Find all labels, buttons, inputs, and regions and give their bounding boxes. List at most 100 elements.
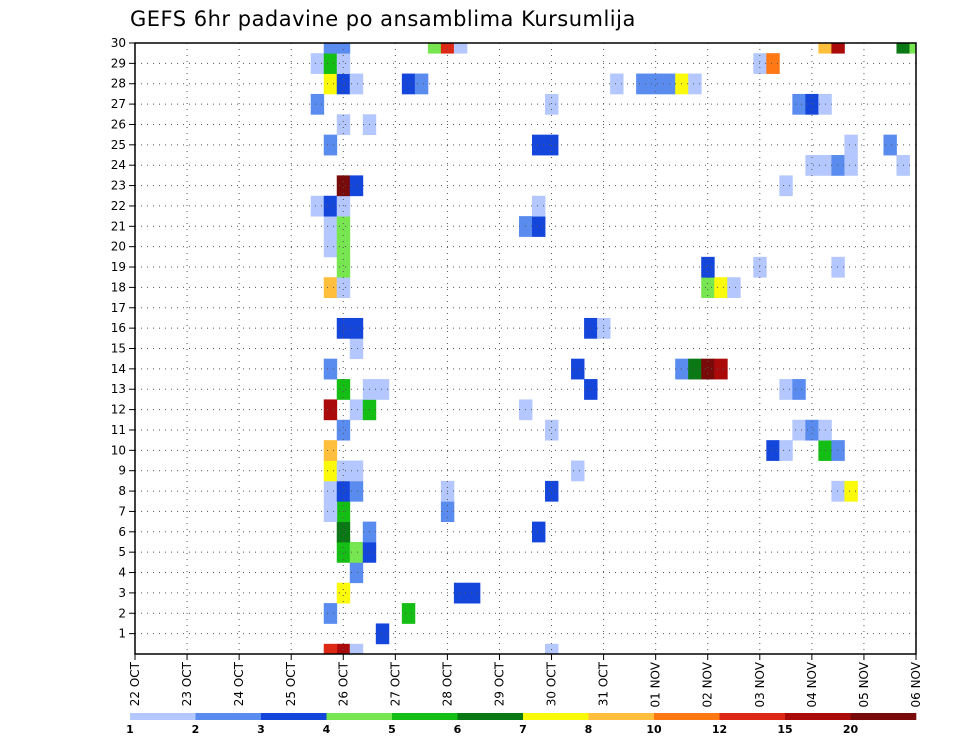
cell-m29-t16 (336, 53, 351, 74)
cell-m9-t16 (336, 460, 351, 482)
cell-m8-t55 (844, 480, 858, 502)
cell-m9-t15 (323, 460, 338, 482)
y-tick-label: 16 (111, 321, 126, 335)
cell-m30-t23 (427, 43, 442, 54)
x-tick-label: 02 NOV (701, 661, 715, 707)
cell-m23-t50 (779, 175, 793, 197)
chart-title: GEFS 6hr padavine po ansamblima Kursumli… (130, 7, 636, 31)
y-tick-label: 17 (111, 301, 126, 315)
grid-layer (135, 43, 916, 654)
cell-m25-t15 (323, 134, 338, 156)
x-tick-label: 05 NOV (857, 661, 871, 707)
colorbar-label: 12 (712, 723, 727, 736)
y-tick-label: 25 (111, 138, 126, 152)
cell-m3-t16 (336, 582, 351, 604)
cell-m14-t34 (571, 358, 585, 380)
colorbar-label: 15 (777, 723, 792, 736)
cell-m28-t15 (323, 73, 338, 95)
cell-m2-t21 (401, 603, 416, 624)
cell-m12-t15 (323, 399, 338, 421)
y-tick-label: 30 (111, 36, 126, 50)
cell-m13-t51 (792, 379, 806, 400)
x-tick-label: 24 OCT (232, 661, 246, 706)
cell-m28-t21 (401, 73, 416, 95)
x-tick-label: 31 OCT (597, 661, 611, 706)
colorbar-swatch (457, 713, 524, 720)
y-tick-label: 14 (111, 362, 126, 376)
colorbar-label: 4 (323, 723, 331, 736)
x-tick-label: 30 OCT (545, 661, 559, 706)
colorbar-label: 6 (454, 723, 462, 736)
colorbar-label: 1 (126, 723, 134, 736)
colorbar-label: 3 (257, 723, 265, 736)
colorbar-swatch (785, 713, 851, 720)
y-tick-label: 7 (118, 504, 126, 518)
cell-m7-t15 (323, 501, 338, 523)
x-tick-label: 26 OCT (336, 661, 350, 706)
cell-m15-t17 (349, 338, 364, 360)
cell-m24-t54 (831, 155, 845, 176)
colorbar-swatch (326, 713, 393, 720)
cell-m18-t15 (323, 277, 338, 298)
colorbar-swatch (261, 713, 327, 720)
cell-m13-t19 (375, 379, 390, 400)
cell-m28-t16 (336, 73, 351, 95)
cell-m11-t52 (805, 419, 819, 441)
cells-layer (310, 43, 917, 655)
x-tick-label: 27 OCT (388, 661, 402, 706)
cell-m29-t15 (323, 53, 338, 74)
cell-m21-t16 (336, 216, 351, 237)
colorbar-swatch (850, 713, 917, 720)
cell-m9-t17 (349, 460, 364, 482)
cell-m18-t44 (701, 277, 715, 298)
colorbar-label: 2 (192, 723, 200, 736)
cell-m27-t14 (310, 93, 325, 115)
cell-m19-t44 (701, 256, 715, 278)
y-tick-label: 19 (111, 260, 126, 274)
cell-m19-t54 (831, 256, 845, 278)
cell-m24-t55 (844, 155, 858, 176)
cell-m28-t17 (349, 73, 364, 95)
cell-m21-t15 (323, 216, 338, 237)
y-tick-label: 2 (118, 606, 126, 620)
cell-m8-t32 (545, 480, 559, 502)
y-tick-label: 23 (111, 179, 126, 193)
cell-m16-t35 (584, 317, 598, 339)
cell-m25-t58 (883, 134, 897, 156)
cell-m22-t16 (336, 195, 351, 217)
y-tick-label: 1 (118, 627, 126, 641)
cell-m11-t16 (336, 419, 351, 441)
cell-m30-t16 (336, 43, 351, 54)
cell-m28-t43 (688, 73, 702, 95)
cell-m12-t17 (349, 399, 364, 421)
cell-m30-t25 (453, 43, 468, 54)
colorbar-swatch (130, 713, 196, 720)
cell-m28-t22 (414, 73, 429, 95)
x-axis: 22 OCT 23 OCT 24 OCT 25 OCT 26 OCT 27 OCT 28 O… (128, 654, 923, 708)
cell-m1-t19 (375, 623, 390, 645)
cell-m11-t32 (545, 419, 559, 441)
y-tick-label: 18 (111, 280, 126, 294)
x-tick-label: 03 NOV (753, 661, 767, 707)
cell-m16-t16 (336, 317, 351, 339)
cell-m18-t46 (727, 277, 741, 298)
cell-m25-t55 (844, 134, 858, 156)
cell-m22-t14 (310, 195, 325, 217)
y-tick-label: 13 (111, 382, 126, 396)
cell-m8-t54 (831, 480, 845, 502)
cell-m14-t45 (714, 358, 728, 380)
cell-m9-t34 (571, 460, 585, 482)
y-tick-label: 4 (118, 566, 126, 580)
cell-m25-t31 (532, 134, 546, 156)
colorbar-label: 10 (646, 723, 662, 736)
cell-m3-t26 (466, 582, 481, 604)
x-tick-label: 25 OCT (284, 661, 298, 706)
cell-m14-t15 (323, 358, 338, 380)
cell-m28-t39 (636, 73, 650, 95)
cell-m13-t16 (336, 379, 351, 400)
cell-m27-t52 (805, 93, 819, 115)
cell-m30-t15 (323, 43, 338, 54)
y-tick-label: 9 (118, 464, 126, 478)
cell-m28-t37 (610, 73, 624, 95)
